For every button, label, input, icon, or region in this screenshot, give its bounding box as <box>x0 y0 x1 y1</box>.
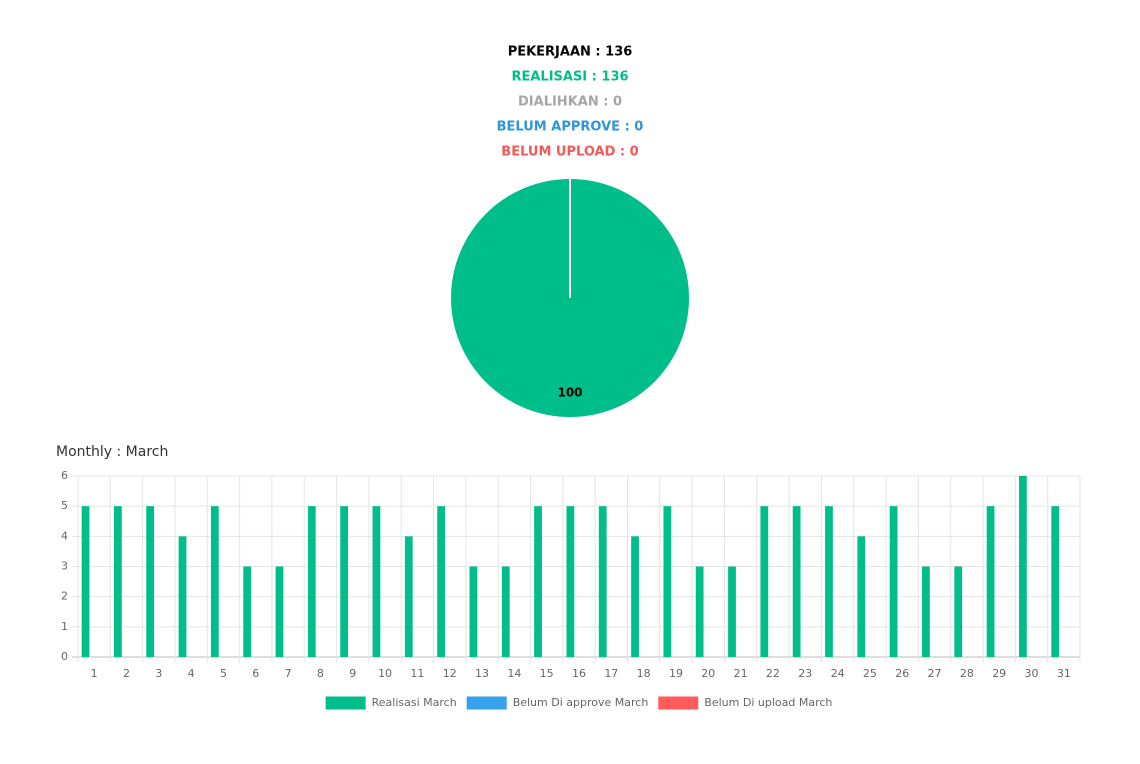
legend-label: Belum Di upload March <box>704 696 832 709</box>
x-tick-label: 5 <box>220 667 227 680</box>
bar <box>631 536 639 657</box>
x-tick-label: 4 <box>188 667 195 680</box>
bar <box>695 566 704 657</box>
bar-chart-title: Monthly : March <box>56 444 168 460</box>
bar <box>986 506 995 657</box>
x-tick-label: 3 <box>155 667 162 680</box>
summary-line: BELUM APPROVE : 0 <box>497 120 644 135</box>
x-tick-label: 1 <box>91 667 98 680</box>
x-tick-label: 29 <box>992 667 1006 680</box>
x-tick-label: 10 <box>378 667 392 680</box>
bar <box>275 566 284 657</box>
y-tick-label: 4 <box>61 529 68 542</box>
x-tick-label: 23 <box>798 667 812 680</box>
bar <box>210 506 219 657</box>
bar <box>437 506 445 657</box>
bar <box>307 506 316 657</box>
x-tick-label: 26 <box>895 667 909 680</box>
bar <box>792 506 801 657</box>
bar <box>178 536 187 657</box>
x-tick-label: 18 <box>637 667 651 680</box>
x-tick-label: 27 <box>928 667 942 680</box>
x-tick-label: 17 <box>604 667 618 680</box>
pie-value-label: 100 <box>557 386 582 400</box>
bar <box>404 536 413 657</box>
x-tick-label: 28 <box>960 667 974 680</box>
bar <box>113 506 122 657</box>
summary-line: DIALIHKAN : 0 <box>518 95 622 110</box>
bar <box>1051 506 1060 657</box>
x-tick-label: 30 <box>1025 667 1039 680</box>
x-tick-label: 11 <box>410 667 424 680</box>
bar <box>146 506 155 657</box>
bar <box>469 566 478 657</box>
summary-line: REALISASI : 136 <box>511 70 628 85</box>
legend-swatch <box>325 696 366 710</box>
x-tick-label: 12 <box>443 667 457 680</box>
x-tick-label: 9 <box>349 667 356 680</box>
x-tick-label: 7 <box>285 667 292 680</box>
y-tick-label: 1 <box>61 620 68 633</box>
x-tick-label: 16 <box>572 667 586 680</box>
bar <box>857 536 866 657</box>
bar <box>728 566 736 657</box>
bar <box>954 566 963 657</box>
bar <box>81 506 90 657</box>
bar <box>889 506 898 657</box>
x-tick-label: 24 <box>831 667 845 680</box>
x-tick-label: 6 <box>252 667 259 680</box>
x-tick-label: 31 <box>1057 667 1071 680</box>
legend-swatch <box>658 696 699 710</box>
bar <box>534 506 542 657</box>
x-tick-label: 20 <box>701 667 715 680</box>
bar <box>598 506 607 657</box>
bar <box>243 566 252 657</box>
x-tick-label: 22 <box>766 667 780 680</box>
x-tick-label: 14 <box>507 667 521 680</box>
y-tick-label: 3 <box>61 560 68 573</box>
bar <box>372 506 381 657</box>
bar <box>825 506 833 657</box>
legend-label: Belum Di approve March <box>513 696 649 709</box>
x-tick-label: 15 <box>540 667 554 680</box>
y-tick-label: 5 <box>61 499 68 512</box>
x-tick-label: 21 <box>734 667 748 680</box>
bar <box>760 506 769 657</box>
x-tick-label: 25 <box>863 667 877 680</box>
legend-label: Realisasi March <box>372 696 457 709</box>
y-tick-label: 2 <box>61 590 68 603</box>
y-tick-label: 6 <box>61 469 68 482</box>
x-tick-label: 8 <box>317 667 324 680</box>
y-tick-label: 0 <box>61 650 68 663</box>
x-tick-label: 19 <box>669 667 683 680</box>
bar <box>922 566 930 657</box>
bar <box>663 506 672 657</box>
bar <box>1019 476 1027 657</box>
x-tick-label: 2 <box>123 667 130 680</box>
bar <box>501 566 510 657</box>
summary-line: BELUM UPLOAD : 0 <box>501 145 638 160</box>
legend-swatch <box>466 696 507 710</box>
x-tick-label: 13 <box>475 667 489 680</box>
bar <box>566 506 575 657</box>
bar <box>340 506 349 657</box>
summary-line: PEKERJAAN : 136 <box>508 45 633 60</box>
